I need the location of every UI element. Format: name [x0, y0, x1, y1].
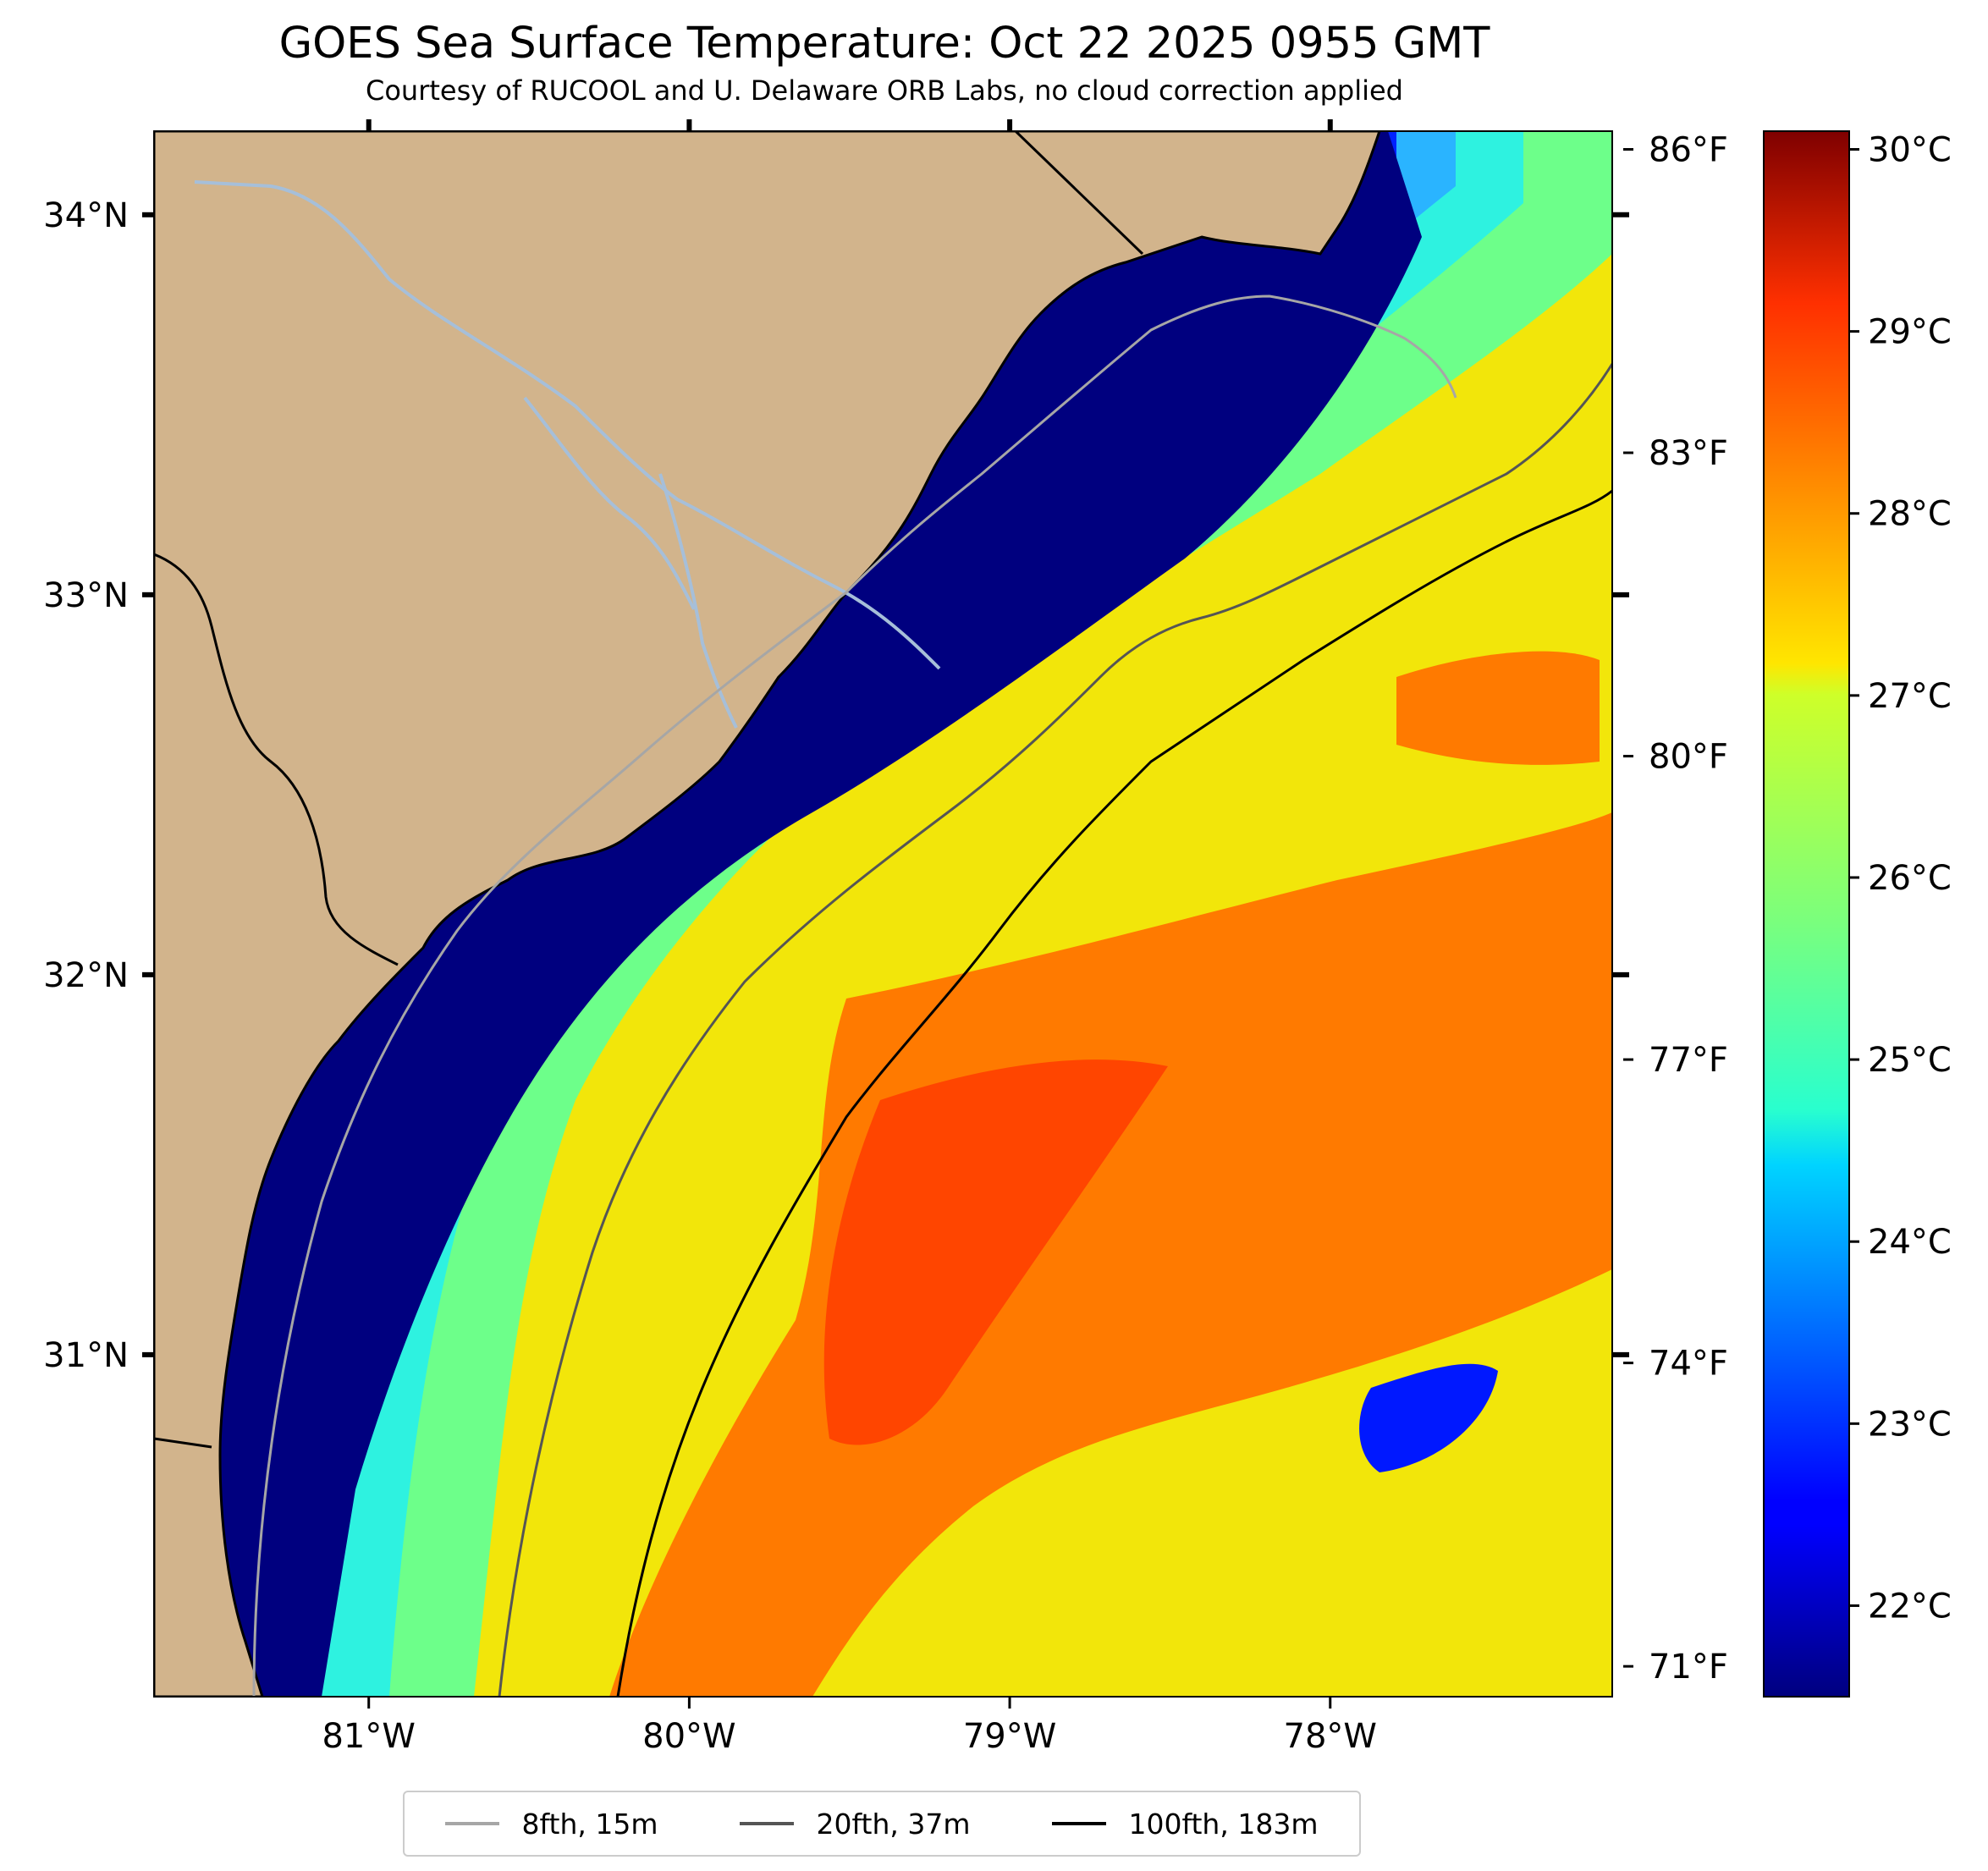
- latitude-axis: 34°N 33°N 32°N 31°N: [43, 196, 1629, 1375]
- legend-swatch-8fth: [445, 1822, 500, 1825]
- lat-tick-label: 33°N: [43, 576, 129, 615]
- state-border: [154, 1437, 212, 1449]
- fahrenheit-axis: 86°F 83°F 80°F 77°F 74°F 71°F: [1623, 131, 1728, 1687]
- legend-label-8fth: 8fth, 15m: [521, 1807, 658, 1841]
- fahrenheit-tick-label: 74°F: [1649, 1345, 1728, 1384]
- isobath-20fth: [498, 363, 1612, 1697]
- lat-tick-label: 31°N: [43, 1336, 129, 1375]
- map-frame: [153, 130, 1613, 1698]
- fahrenheit-tick-label: 86°F: [1649, 131, 1728, 170]
- fahrenheit-tick-label: 80°F: [1649, 738, 1728, 777]
- colorbar-tick-label: 26°C: [1868, 859, 1952, 898]
- lon-tick-label: 81°W: [322, 1717, 415, 1756]
- chart-title: GOES Sea Surface Temperature: Oct 22 202…: [278, 19, 1490, 69]
- map-area: [154, 131, 1612, 1697]
- chart-subtitle: Courtesy of RUCOOL and U. Delaware ORB L…: [366, 74, 1403, 107]
- sst-warm-northeast: [1396, 651, 1600, 765]
- fahrenheit-tick-label: 77°F: [1649, 1041, 1728, 1080]
- fahrenheit-tick-label: 83°F: [1649, 434, 1728, 473]
- colorbar-axis: 30°C 29°C 28°C 27°C 26°C 25°C 24°C 23°C 22°C: [1849, 131, 1952, 1626]
- river: [523, 396, 696, 610]
- isobath-100fth: [616, 489, 1612, 1697]
- isobath-8fth: [252, 294, 1457, 1697]
- colorbar-tick-label: 29°C: [1868, 313, 1952, 352]
- isobath-legend: 8fth, 15m 20fth, 37m 100fth, 183m: [403, 1791, 1361, 1857]
- sst-warm-band: [609, 812, 1612, 1697]
- river: [194, 180, 941, 670]
- colorbar-tick-label: 27°C: [1868, 677, 1952, 716]
- legend-swatch-20fth: [740, 1822, 795, 1825]
- legend-label-100fth: 100fth, 183m: [1128, 1807, 1319, 1841]
- longitude-axis: 81°W 80°W 79°W 78°W: [322, 119, 1377, 1756]
- state-border: [1014, 131, 1144, 256]
- sst-cool-patch: [1359, 1363, 1498, 1472]
- lon-tick-label: 79°W: [963, 1717, 1056, 1756]
- colorbar-tick-label: 28°C: [1868, 495, 1952, 534]
- colorbar-tick-label: 22°C: [1868, 1587, 1952, 1626]
- colorbar-tick-label: 30°C: [1868, 131, 1952, 170]
- colorbar-gradient: [1764, 131, 1849, 1697]
- state-border: [154, 553, 399, 966]
- colorbar-tick-label: 25°C: [1868, 1041, 1952, 1080]
- river: [658, 473, 738, 729]
- legend-swatch-100fth: [1052, 1822, 1107, 1825]
- land-mass: [154, 131, 1381, 1697]
- lat-tick-label: 34°N: [43, 196, 129, 235]
- fahrenheit-tick-label: 71°F: [1649, 1648, 1728, 1687]
- lon-tick-label: 78°W: [1284, 1717, 1377, 1756]
- legend-item-20fth: 20fth, 37m: [740, 1808, 970, 1841]
- legend-label-20fth: 20fth, 37m: [816, 1807, 971, 1841]
- legend-item-8fth: 8fth, 15m: [445, 1808, 658, 1841]
- colorbar-tick-label: 23°C: [1868, 1405, 1952, 1444]
- lon-tick-label: 80°W: [642, 1717, 735, 1756]
- legend-item-100fth: 100fth, 183m: [1052, 1808, 1318, 1841]
- colorbar-tick-label: 24°C: [1868, 1223, 1952, 1262]
- colorbar-frame: [1763, 130, 1850, 1698]
- sst-hot-core: [823, 1059, 1168, 1445]
- lat-tick-label: 32°N: [43, 956, 129, 995]
